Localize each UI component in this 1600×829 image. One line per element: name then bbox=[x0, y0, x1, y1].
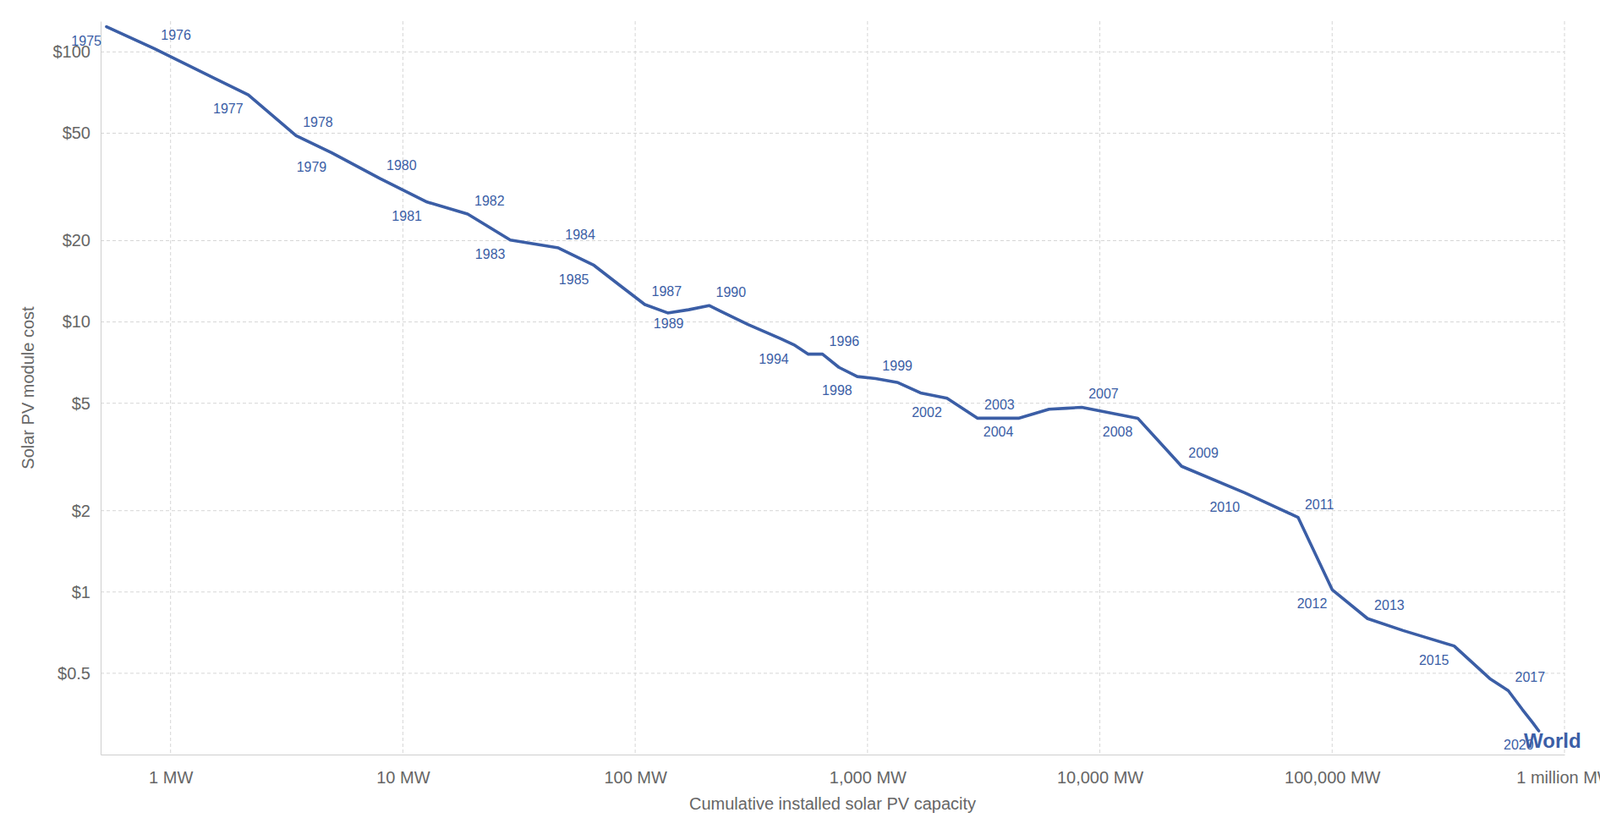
labels: 1975 1976 1977 1978 1979 1980 1981 1982 1983 1984… bbox=[71, 27, 1581, 752]
point-label: 1987 bbox=[652, 284, 683, 299]
point-label: 2002 bbox=[911, 405, 943, 420]
tick: $50 bbox=[62, 123, 101, 143]
grid-line-y bbox=[100, 509, 1565, 511]
point-label: 1977 bbox=[213, 101, 244, 116]
marks bbox=[106, 27, 1540, 731]
point-label: 1983 bbox=[475, 246, 506, 262]
y-axis-title: Solar PV module cost bbox=[18, 306, 38, 470]
y-axis: $0.5$1$2$5$10$20$50$100 bbox=[53, 21, 102, 756]
axis-line bbox=[100, 21, 102, 756]
point-label: 1978 bbox=[302, 115, 334, 130]
point-label: 2008 bbox=[1102, 424, 1134, 439]
grid-line-y bbox=[100, 132, 1565, 134]
grid-line-x bbox=[1564, 21, 1566, 755]
tick-label: $1 bbox=[71, 582, 91, 602]
point-label: 2003 bbox=[984, 397, 1015, 412]
grid-line-x bbox=[866, 21, 868, 755]
grid-line-y bbox=[100, 402, 1565, 404]
tick-label: $5 bbox=[71, 394, 91, 413]
tick: $10 bbox=[62, 312, 101, 331]
point-label: 2011 bbox=[1304, 497, 1335, 512]
tick-label: 100,000 MW bbox=[1284, 767, 1381, 787]
tick-label: 1 MW bbox=[148, 767, 193, 787]
point-label: 2009 bbox=[1188, 445, 1219, 461]
grid bbox=[100, 21, 1565, 755]
grid-line-x bbox=[635, 21, 636, 755]
grid-line-y bbox=[100, 591, 1565, 592]
point-label: 2012 bbox=[1297, 596, 1328, 611]
grid-line-y bbox=[100, 321, 1565, 323]
grid-line-y bbox=[100, 672, 1565, 674]
point-label: 2010 bbox=[1209, 499, 1240, 515]
grid-line-y bbox=[100, 240, 1565, 242]
point-label: 1994 bbox=[758, 351, 790, 367]
grid-line-x bbox=[169, 21, 171, 755]
tick-label: $50 bbox=[62, 123, 91, 143]
plot: 1 MW 10 MW 100 MW 1,000 MW 10,000 MW 100,000 … bbox=[53, 21, 1600, 787]
tick: $5 bbox=[71, 394, 101, 413]
grid-line-x bbox=[402, 21, 404, 755]
point-label: 1975 bbox=[71, 33, 102, 49]
tick: $20 bbox=[62, 230, 101, 250]
point-label: 1989 bbox=[653, 316, 685, 331]
point-label: 1982 bbox=[474, 193, 505, 209]
point-label: 1998 bbox=[821, 383, 853, 398]
point-label: 1996 bbox=[829, 334, 861, 349]
point-label: 2007 bbox=[1088, 386, 1119, 401]
series-line bbox=[106, 27, 1540, 731]
x-axis: 1 MW 10 MW 100 MW 1,000 MW 10,000 MW 100,000 … bbox=[101, 754, 1600, 787]
tick: 1,000 MW bbox=[829, 754, 907, 787]
point-label: 1985 bbox=[558, 272, 590, 287]
tick-label: $0.5 bbox=[57, 663, 91, 683]
tick: 100 MW bbox=[603, 754, 668, 787]
tick: 1 million MW bbox=[1516, 754, 1600, 787]
chart: 1 MW 10 MW 100 MW 1,000 MW 10,000 MW 100,000 … bbox=[0, 0, 1600, 829]
grid-line-x bbox=[1331, 21, 1333, 755]
grid-line-y bbox=[100, 51, 1565, 53]
axis-line bbox=[101, 754, 1566, 756]
point-label: 1979 bbox=[296, 159, 328, 175]
tick-label: 100 MW bbox=[603, 767, 668, 787]
point-label: 1990 bbox=[716, 284, 747, 300]
tick: 1 MW bbox=[148, 754, 193, 787]
tick-label: 1 million MW bbox=[1516, 767, 1600, 787]
tick-label: $20 bbox=[62, 230, 91, 250]
tick: 100,000 MW bbox=[1284, 754, 1381, 787]
x-axis-title: Cumulative installed solar PV capacity bbox=[689, 794, 976, 813]
tick: $0.5 bbox=[57, 663, 101, 683]
point-label: 1999 bbox=[882, 358, 913, 373]
tick-label: 10 MW bbox=[376, 767, 430, 787]
series-label: World bbox=[1523, 728, 1582, 752]
point-label: 2015 bbox=[1419, 652, 1450, 668]
tick-label: 1,000 MW bbox=[829, 767, 907, 787]
point-label: 1976 bbox=[160, 27, 192, 43]
tick-label: 10,000 MW bbox=[1057, 767, 1144, 787]
tick: 10 MW bbox=[376, 754, 430, 787]
tick: 10,000 MW bbox=[1057, 754, 1144, 787]
tick-label: $2 bbox=[71, 501, 91, 521]
point-label: 2013 bbox=[1374, 597, 1405, 613]
point-label: 1981 bbox=[391, 208, 422, 224]
point-label: 2017 bbox=[1515, 669, 1546, 685]
point-label: 1984 bbox=[564, 227, 596, 242]
tick: $2 bbox=[71, 501, 101, 521]
point-label: 1980 bbox=[386, 158, 417, 173]
tick-label: $10 bbox=[62, 312, 91, 331]
point-label: 2004 bbox=[983, 424, 1014, 439]
tick: $1 bbox=[71, 582, 101, 602]
